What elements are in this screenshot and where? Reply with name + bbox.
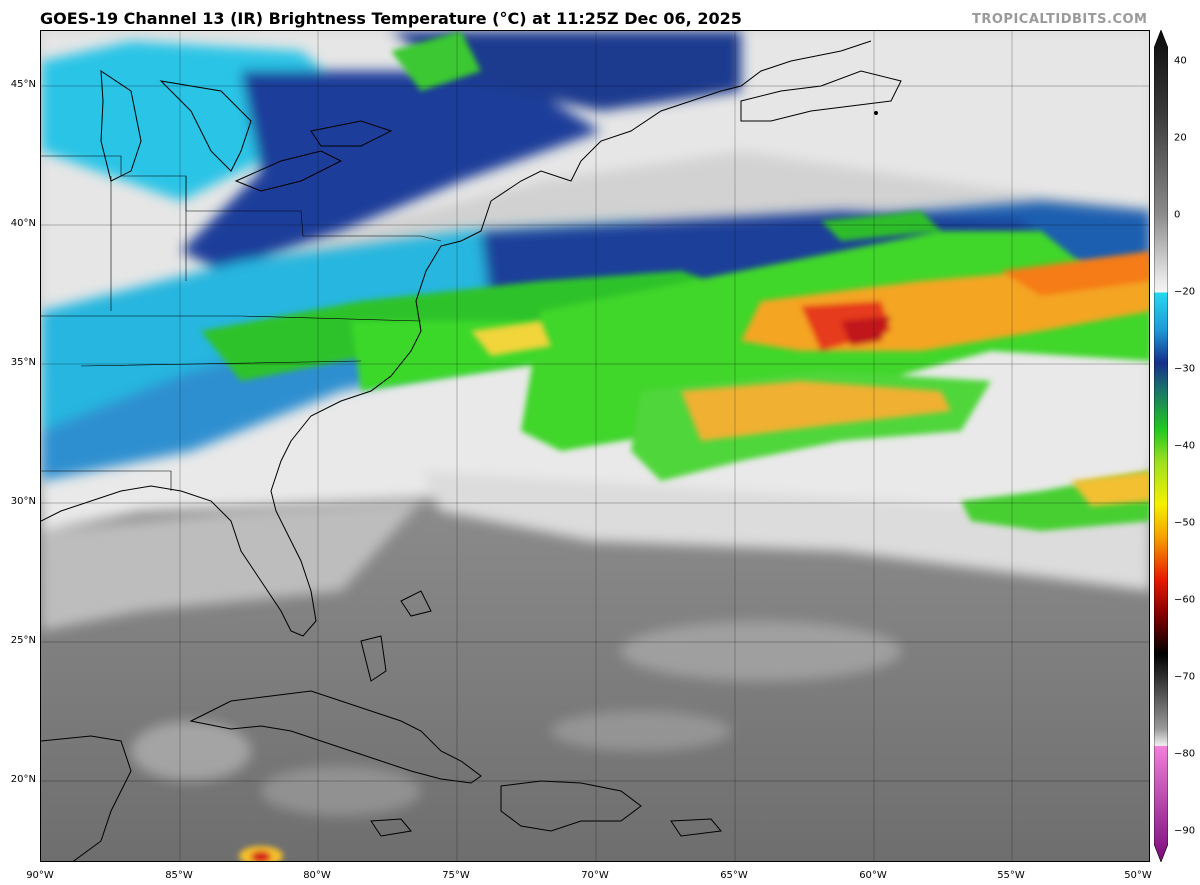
lon-label-80: 80°W (303, 870, 331, 881)
colorbar-label-0: 0 (1174, 209, 1181, 221)
lat-label-35: 35°N (10, 357, 36, 368)
lon-label-65: 65°W (720, 870, 748, 881)
lat-label-30: 30°N (10, 496, 36, 507)
colorbar-label-m50: −50 (1174, 517, 1196, 529)
colorbar-label-40: 40 (1174, 55, 1187, 67)
colorbar-label-m20: −20 (1174, 286, 1196, 298)
lon-label-85: 85°W (165, 870, 193, 881)
lon-label-90: 90°W (26, 870, 54, 881)
lat-label-25: 25°N (10, 635, 36, 646)
map-title: GOES-19 Channel 13 (IR) Brightness Tempe… (40, 9, 742, 28)
colorbar-label-m90: −90 (1174, 825, 1196, 837)
colorbar-label-m40: −40 (1174, 440, 1196, 452)
satellite-map (40, 30, 1150, 862)
coastlines (41, 40, 902, 861)
lat-label-45: 45°N (10, 79, 36, 90)
colorbar-label-m30: −30 (1174, 363, 1196, 375)
satellite-image (41, 31, 1149, 861)
lat-label-20: 20°N (10, 774, 36, 785)
lat-label-40: 40°N (10, 218, 36, 229)
lon-label-50: 50°W (1124, 870, 1152, 881)
colorbar-label-20: 20 (1174, 132, 1187, 144)
temperature-colorbar (1154, 30, 1168, 862)
lon-label-70: 70°W (581, 870, 609, 881)
source-credit: TROPICALTIDBITS.COM (972, 12, 1148, 27)
colorbar-label-m70: −70 (1174, 671, 1196, 683)
lon-label-75: 75°W (442, 870, 470, 881)
lon-label-55: 55°W (997, 870, 1025, 881)
colorbar-label-m80: −80 (1174, 748, 1196, 760)
lon-label-60: 60°W (859, 870, 887, 881)
colorbar-label-m60: −60 (1174, 594, 1196, 606)
